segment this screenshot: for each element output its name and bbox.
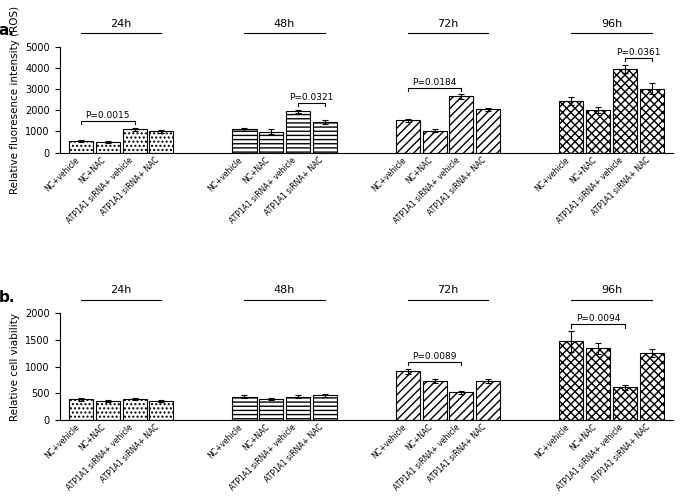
Bar xyxy=(286,111,310,153)
Bar xyxy=(96,142,120,153)
Bar xyxy=(122,399,147,420)
Text: P=0.0321: P=0.0321 xyxy=(289,93,334,102)
Bar xyxy=(122,129,147,153)
Text: 24h: 24h xyxy=(110,18,132,28)
Y-axis label: Relative fluoresence intensity (ROS): Relative fluoresence intensity (ROS) xyxy=(10,5,20,194)
Text: P=0.0094: P=0.0094 xyxy=(576,314,620,323)
Bar xyxy=(586,348,610,420)
Bar xyxy=(423,381,447,420)
Bar xyxy=(476,381,500,420)
Bar xyxy=(560,101,583,153)
Bar xyxy=(149,131,173,153)
Text: 48h: 48h xyxy=(274,18,295,28)
Bar xyxy=(449,96,473,153)
Bar xyxy=(259,132,284,153)
Text: 72h: 72h xyxy=(437,18,459,28)
Text: 96h: 96h xyxy=(601,18,622,28)
Text: 96h: 96h xyxy=(601,285,622,295)
Bar xyxy=(233,129,256,153)
Bar xyxy=(313,122,337,153)
Bar xyxy=(69,399,93,420)
Bar xyxy=(586,110,610,153)
Bar xyxy=(476,109,500,153)
Bar xyxy=(423,131,447,153)
Y-axis label: Relative cell viability: Relative cell viability xyxy=(10,312,20,421)
Bar xyxy=(449,393,473,420)
Text: 72h: 72h xyxy=(437,285,459,295)
Text: P=0.0361: P=0.0361 xyxy=(616,48,660,57)
Text: P=0.0089: P=0.0089 xyxy=(413,352,457,361)
Text: b.: b. xyxy=(0,290,15,305)
Bar xyxy=(560,341,583,420)
Bar xyxy=(396,371,420,420)
Text: P=0.0015: P=0.0015 xyxy=(86,111,130,120)
Bar xyxy=(640,353,664,420)
Bar xyxy=(96,401,120,420)
Bar xyxy=(396,120,420,153)
Text: 24h: 24h xyxy=(110,285,132,295)
Bar xyxy=(259,399,284,420)
Bar xyxy=(613,69,637,153)
Bar xyxy=(613,387,637,420)
Bar xyxy=(233,397,256,420)
Bar xyxy=(313,395,337,420)
Bar xyxy=(286,397,310,420)
Bar xyxy=(149,401,173,420)
Text: P=0.0184: P=0.0184 xyxy=(413,78,457,87)
Bar xyxy=(640,89,664,153)
Text: 48h: 48h xyxy=(274,285,295,295)
Bar xyxy=(69,141,93,153)
Text: a.: a. xyxy=(0,23,14,38)
